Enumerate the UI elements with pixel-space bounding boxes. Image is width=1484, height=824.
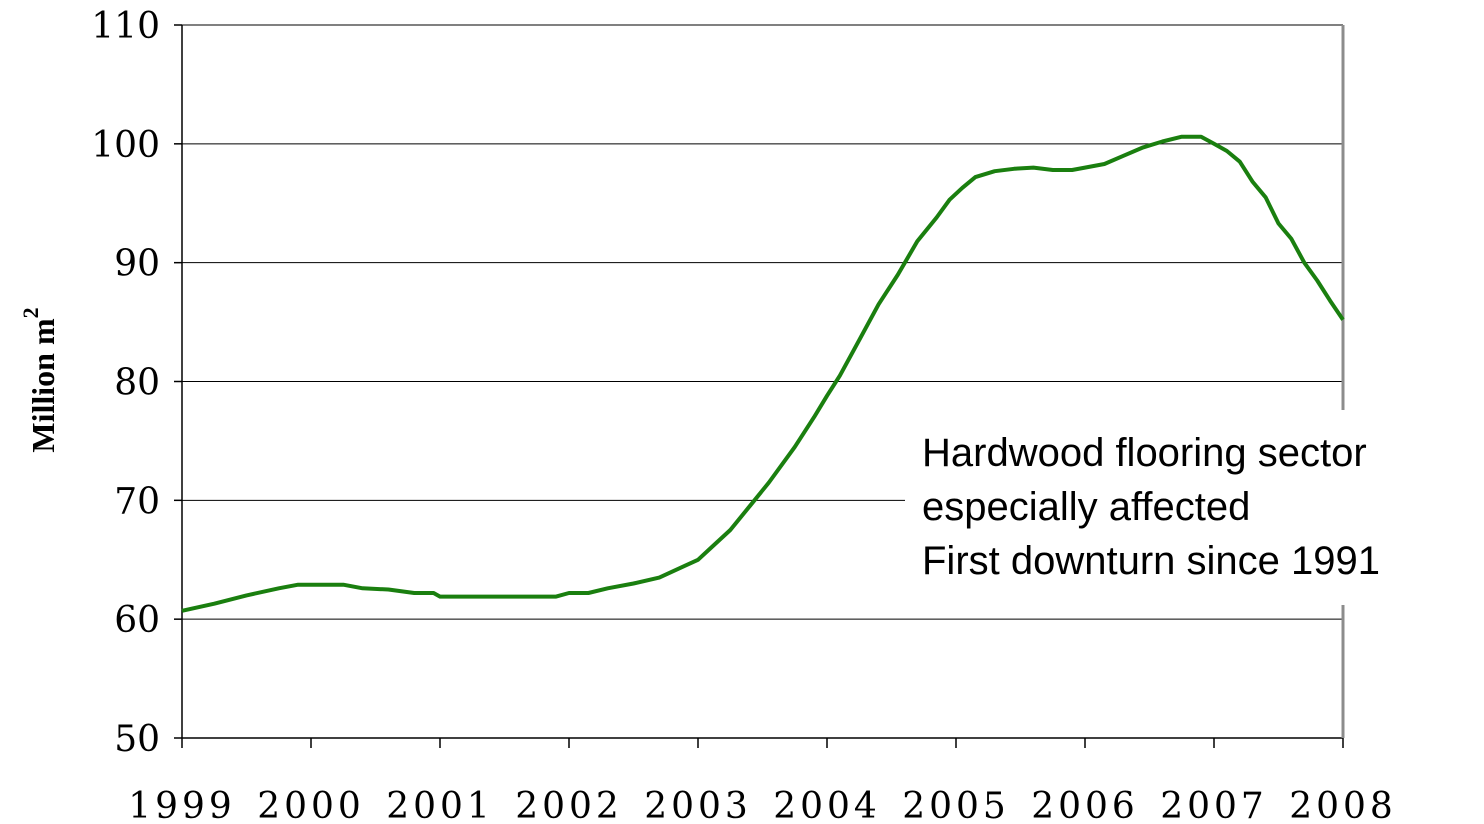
y-axis-title: Million m2 bbox=[18, 307, 61, 452]
y-tick-label: 60 bbox=[114, 600, 160, 641]
y-axis-label-text: Million m bbox=[25, 318, 61, 453]
annotation-line: especially affected bbox=[922, 485, 1250, 529]
y-tick-label: 90 bbox=[114, 244, 160, 285]
y-tick-label: 70 bbox=[114, 481, 160, 522]
series-line bbox=[181, 134, 1345, 613]
gridlines bbox=[182, 24, 1343, 620]
annotation-background bbox=[905, 410, 1475, 605]
plot-frame bbox=[174, 24, 1345, 748]
y-tick-label: 80 bbox=[114, 363, 160, 404]
x-tick-label: 2003 bbox=[644, 786, 752, 824]
y-axis-label-superscript: 2 bbox=[18, 307, 43, 318]
x-tick-label: 2006 bbox=[1031, 786, 1139, 824]
x-tick-label: 2001 bbox=[386, 786, 494, 824]
y-axis-label: Million m2 bbox=[18, 307, 61, 452]
annotation-group: Hardwood flooring sector especially affec… bbox=[905, 410, 1475, 605]
annotation-line: First downturn since 1991 bbox=[922, 539, 1380, 583]
x-tick-label: 2005 bbox=[902, 786, 1010, 824]
x-tick-label: 2002 bbox=[515, 786, 623, 824]
y-tick-labels: 50 60 70 80 90 100 110 bbox=[91, 6, 160, 760]
x-tick-label: 2004 bbox=[773, 786, 881, 824]
x-tick-label: 2008 bbox=[1289, 786, 1397, 824]
y-tick-label: 50 bbox=[114, 719, 160, 760]
x-tick-label: 2007 bbox=[1160, 786, 1268, 824]
x-tick-label: 2000 bbox=[257, 786, 365, 824]
x-tick-label: 1999 bbox=[128, 786, 236, 824]
y-tick-label: 110 bbox=[91, 6, 160, 47]
annotation-line: Hardwood flooring sector bbox=[922, 431, 1367, 475]
x-tick-labels: 1999 2000 2001 2002 2003 2004 2005 2006 2007 2008 bbox=[128, 786, 1397, 824]
series-group bbox=[181, 134, 1345, 613]
y-tick-label: 100 bbox=[91, 125, 160, 166]
